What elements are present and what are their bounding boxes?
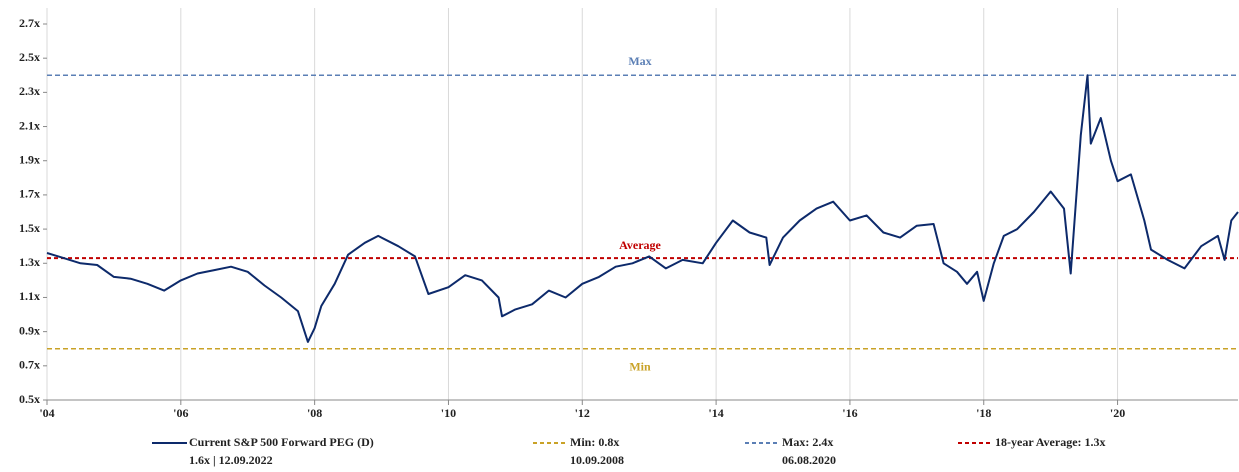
y-tick-label: 1.3x [19,255,40,269]
legend-note: 10.09.2008 [570,453,624,467]
legend-label: Current S&P 500 Forward PEG (D) [189,435,374,449]
y-tick-label: 2.7x [19,16,40,30]
x-tick-label: '16 [842,406,857,420]
x-tick-label: '06 [173,406,188,420]
y-tick-label: 2.5x [19,50,40,64]
y-tick-label: 2.3x [19,84,40,98]
x-tick-label: '04 [39,406,54,420]
x-tick-label: '14 [708,406,723,420]
x-tick-label: '20 [1110,406,1125,420]
legend-label: 18-year Average: 1.3x [995,435,1106,449]
y-tick-label: 1.9x [19,152,40,166]
y-tick-label: 0.5x [19,392,40,406]
y-tick-label: 0.9x [19,323,40,337]
y-tick-label: 1.5x [19,221,40,235]
legend-label: Max: 2.4x [782,435,833,449]
x-tick-label: '08 [307,406,322,420]
y-tick-label: 2.1x [19,118,40,132]
legend-note: 06.08.2020 [782,453,836,467]
legend-note: 1.6x | 12.09.2022 [189,453,273,467]
y-tick-label: 1.7x [19,187,40,201]
x-tick-label: '10 [441,406,456,420]
y-tick-label: 1.1x [19,289,40,303]
reference-label: Min [629,359,651,373]
x-tick-label: '12 [575,406,590,420]
legend-label: Min: 0.8x [570,435,619,449]
reference-label: Average [619,238,661,252]
reference-label: Max [628,54,651,68]
x-tick-label: '18 [976,406,991,420]
data-line [46,74,1239,343]
y-tick-label: 0.7x [19,358,40,372]
